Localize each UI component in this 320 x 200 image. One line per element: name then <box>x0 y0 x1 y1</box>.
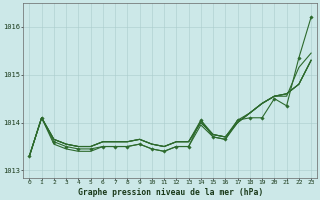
X-axis label: Graphe pression niveau de la mer (hPa): Graphe pression niveau de la mer (hPa) <box>78 188 263 197</box>
